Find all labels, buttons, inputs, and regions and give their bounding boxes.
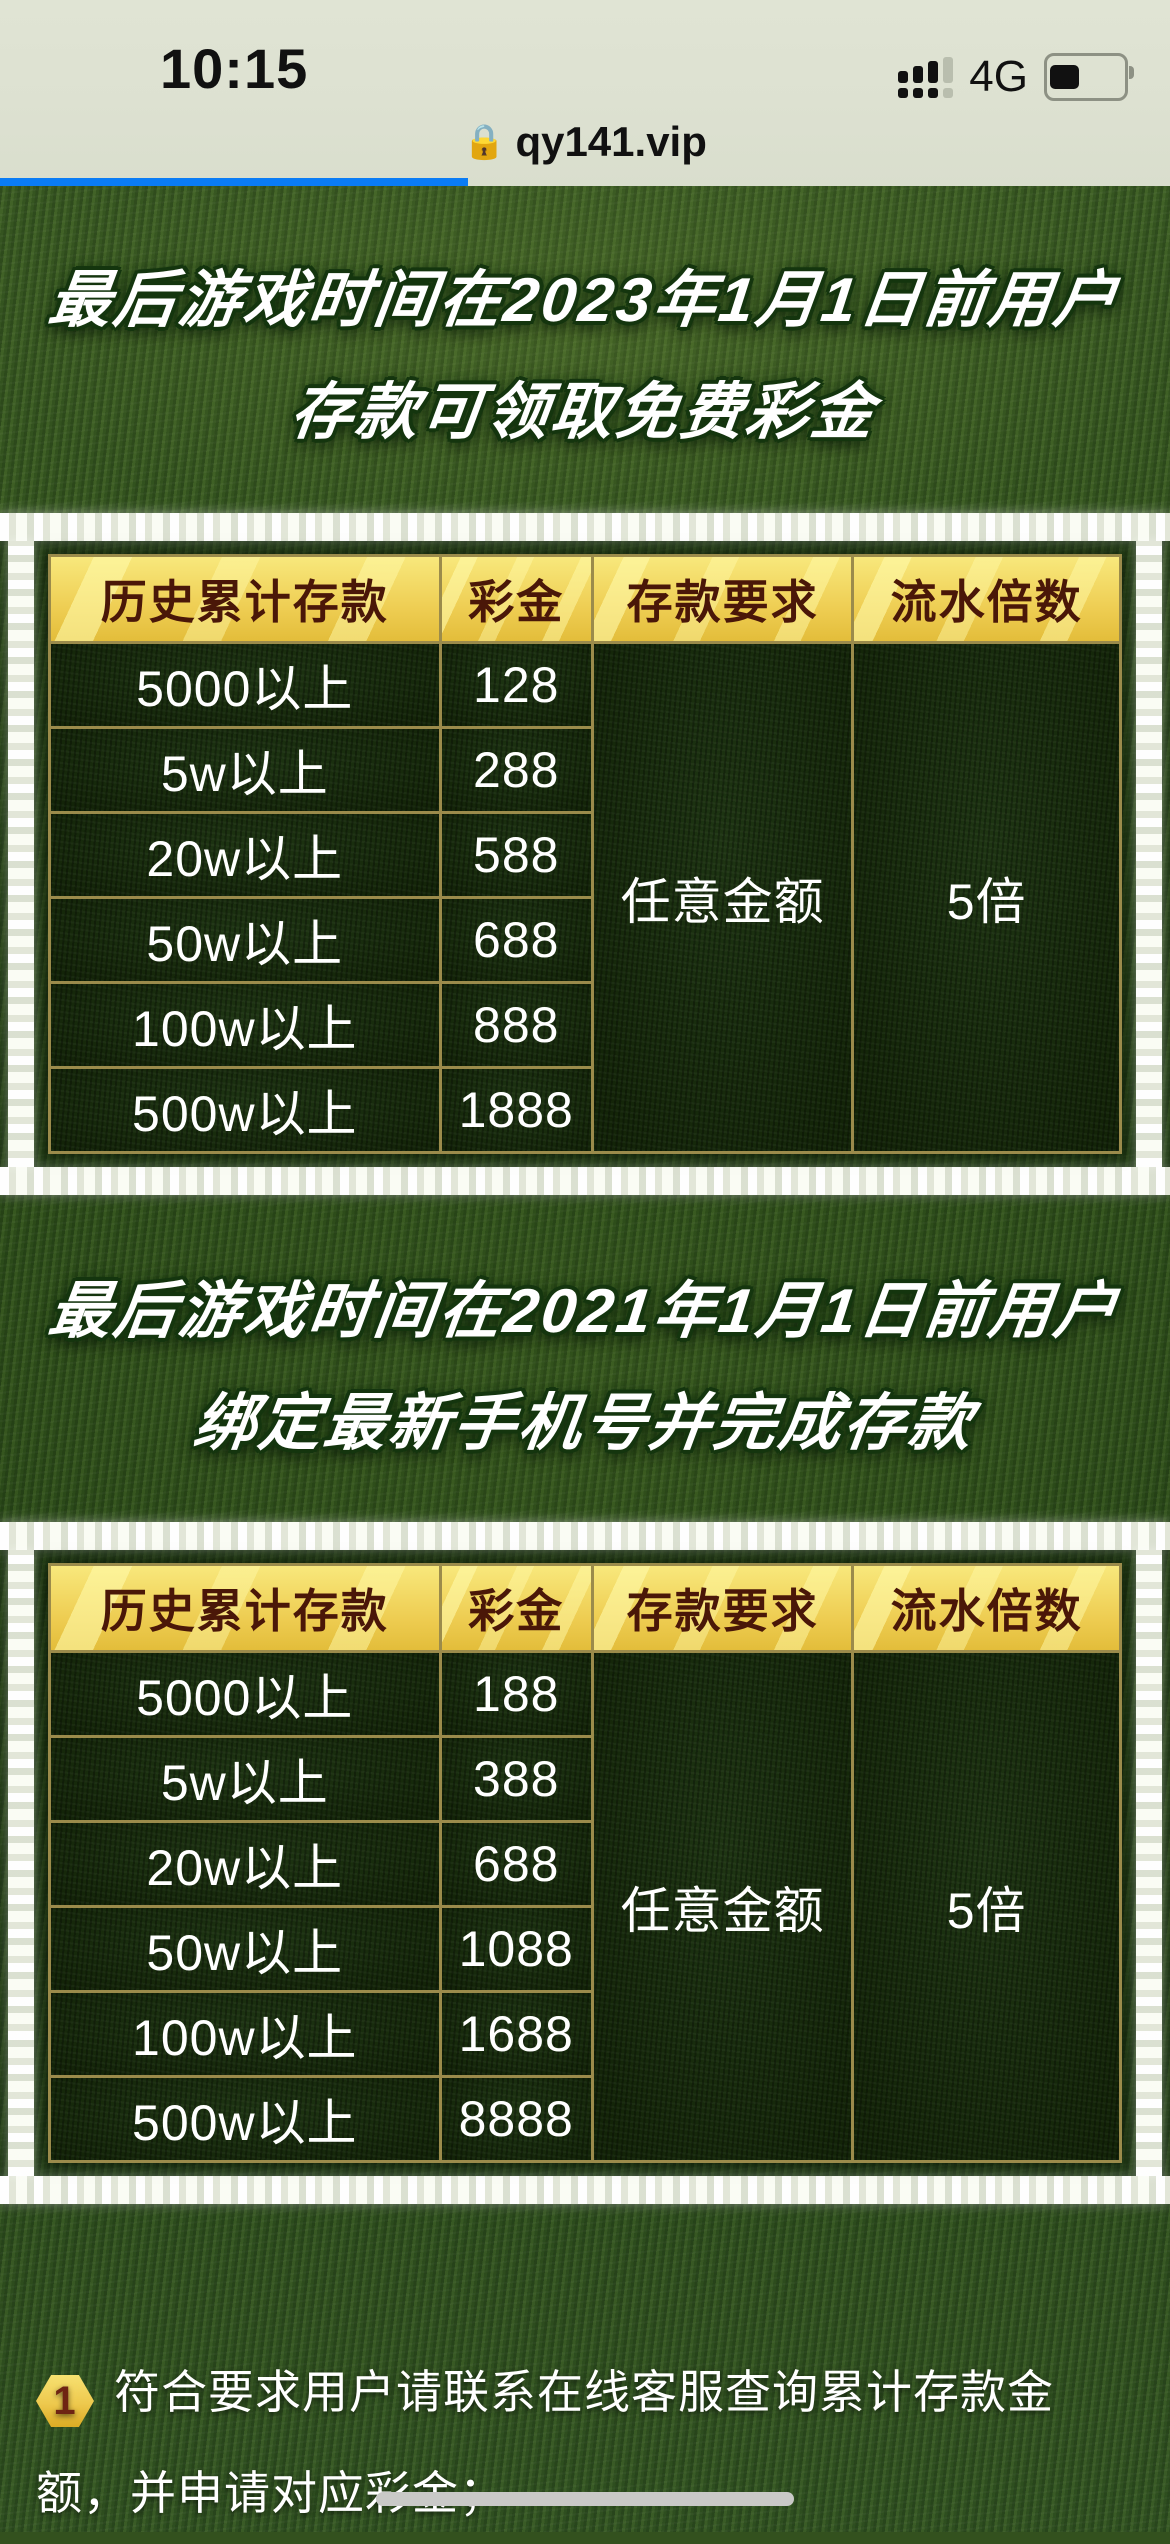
table2-header-requirement: 存款要求 xyxy=(593,1566,852,1650)
promo-title-1: 最后游戏时间在2023年1月1日前用户 存款可领取免费彩金 xyxy=(0,186,1170,513)
table-cell: 688 xyxy=(441,1823,591,1905)
lock-icon: 🔒 xyxy=(463,123,506,161)
footnote-text: 符合要求用户请联系在线客服查询累计存款金额，并申请对应彩金； xyxy=(36,2366,1054,2520)
table-cell: 20w以上 xyxy=(51,814,439,896)
status-time: 10:15 xyxy=(160,37,309,100)
table-cell: 688 xyxy=(441,899,591,981)
table1-header-deposit: 历史累计存款 xyxy=(51,557,439,641)
chalk-line xyxy=(0,1522,1170,1550)
bonus-table-1-band: 历史累计存款 彩金 存款要求 流水倍数 任意金额 5倍 5000以上 128 5… xyxy=(0,513,1170,1195)
table1-header-requirement: 存款要求 xyxy=(593,557,852,641)
table-cell: 20w以上 xyxy=(51,1823,439,1905)
table-cell: 8888 xyxy=(441,2078,591,2160)
promo-title-1-line-1: 最后游戏时间在2023年1月1日前用户 xyxy=(45,265,1124,335)
table-cell: 100w以上 xyxy=(51,1993,439,2075)
table-cell: 888 xyxy=(441,984,591,1066)
progress-fill xyxy=(0,178,468,186)
table-cell: 5w以上 xyxy=(51,729,439,811)
cellular-signal-icon xyxy=(898,56,954,98)
bonus-table-2-band: 历史累计存款 彩金 存款要求 流水倍数 任意金额 5倍 5000以上 188 5… xyxy=(0,1522,1170,2204)
promo-title-2-line-1: 最后游戏时间在2021年1月1日前用户 xyxy=(45,1277,1124,1346)
page-load-progress xyxy=(0,178,1170,186)
promo-title-1-line-2: 存款可领取免费彩金 xyxy=(287,377,881,447)
table-cell: 128 xyxy=(441,644,591,726)
footnote-badge-1: 1 xyxy=(36,2375,94,2427)
table1-header-bonus: 彩金 xyxy=(441,557,591,641)
table1-header-turnover: 流水倍数 xyxy=(854,557,1119,641)
promo-title-2: 最后游戏时间在2021年1月1日前用户 绑定最新手机号并完成存款 xyxy=(0,1200,1170,1522)
table-cell: 1688 xyxy=(441,1993,591,2075)
url-text: qy141.vip xyxy=(515,118,707,165)
table2-header-bonus: 彩金 xyxy=(441,1566,591,1650)
table-cell: 500w以上 xyxy=(51,2078,439,2160)
table-cell: 50w以上 xyxy=(51,899,439,981)
table-cell: 100w以上 xyxy=(51,984,439,1066)
table-cell: 288 xyxy=(441,729,591,811)
bonus-table-1: 历史累计存款 彩金 存款要求 流水倍数 任意金额 5倍 5000以上 128 5… xyxy=(48,554,1122,1154)
table-cell: 588 xyxy=(441,814,591,896)
footnote: 1 符合要求用户请联系在线客服查询累计存款金额，并申请对应彩金； xyxy=(36,2342,1140,2544)
home-indicator[interactable] xyxy=(376,2492,794,2506)
table-cell: 5000以上 xyxy=(51,1653,439,1735)
address-bar[interactable]: 🔒 qy141.vip xyxy=(0,112,1170,172)
chalk-frame: 历史累计存款 彩金 存款要求 流水倍数 任意金额 5倍 5000以上 128 5… xyxy=(0,541,1170,1167)
table-cell: 388 xyxy=(441,1738,591,1820)
table-cell: 5000以上 xyxy=(51,644,439,726)
table1-turnover-cell: 5倍 xyxy=(854,644,1119,1151)
table-cell: 5w以上 xyxy=(51,1738,439,1820)
chalk-line xyxy=(0,513,1170,541)
promo-title-2-line-2: 绑定最新手机号并完成存款 xyxy=(189,1389,979,1458)
table-cell: 188 xyxy=(441,1653,591,1735)
network-type-label: 4G xyxy=(969,52,1028,101)
table-cell: 1088 xyxy=(441,1908,591,1990)
battery-icon xyxy=(1044,53,1134,101)
chalk-line xyxy=(0,2176,1170,2204)
chalk-line xyxy=(0,1167,1170,1195)
table2-header-turnover: 流水倍数 xyxy=(854,1566,1119,1650)
table-cell: 50w以上 xyxy=(51,1908,439,1990)
bonus-table-2: 历史累计存款 彩金 存款要求 流水倍数 任意金额 5倍 5000以上 188 5… xyxy=(48,1563,1122,2163)
table2-header-deposit: 历史累计存款 xyxy=(51,1566,439,1650)
chalk-frame: 历史累计存款 彩金 存款要求 流水倍数 任意金额 5倍 5000以上 188 5… xyxy=(0,1550,1170,2176)
table1-requirement-cell: 任意金额 xyxy=(593,644,852,1151)
table2-turnover-cell: 5倍 xyxy=(854,1653,1119,2160)
table2-requirement-cell: 任意金额 xyxy=(593,1653,852,2160)
table-cell: 500w以上 xyxy=(51,1069,439,1151)
status-right-cluster: 4G xyxy=(898,52,1134,102)
safari-header: 10:15 4G 🔒 qy141.vip xyxy=(0,0,1170,186)
table-cell: 1888 xyxy=(441,1069,591,1151)
